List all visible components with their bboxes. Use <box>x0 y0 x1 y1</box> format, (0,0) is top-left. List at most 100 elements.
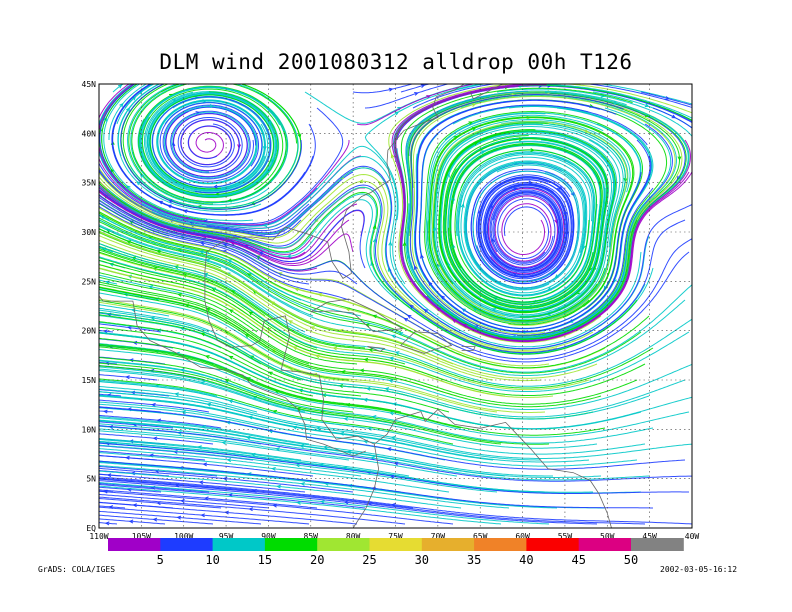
streamline-arrow <box>432 226 437 231</box>
streamline-arrow <box>209 104 215 108</box>
colorbar-label: 10 <box>205 553 219 567</box>
streamline-arrow <box>468 121 474 126</box>
streamline-arrow <box>389 356 394 361</box>
streamline-arrow <box>230 241 236 246</box>
streamline-arrow <box>158 200 163 205</box>
streamline-arrow <box>268 371 273 376</box>
streamline-arrow <box>471 127 477 131</box>
streamline-arrow <box>671 114 677 119</box>
streamline-arrow <box>388 241 393 246</box>
streamline-arrow <box>320 499 325 504</box>
lon-label: 65W <box>473 532 488 541</box>
streamline-arrow <box>436 306 441 312</box>
colorbar-label: 5 <box>157 553 164 567</box>
colorbar-label: 45 <box>571 553 585 567</box>
streamline-arrow <box>423 308 428 313</box>
streamline-arrow <box>174 392 179 397</box>
streamline-arrow <box>244 333 250 338</box>
streamline <box>412 84 692 109</box>
streamline <box>448 84 692 105</box>
colorbar-swatch <box>160 538 214 551</box>
streamline-arrow <box>402 241 407 247</box>
streamline-arrow <box>428 281 433 286</box>
streamline-arrow <box>315 426 321 431</box>
streamline-arrow <box>272 503 278 508</box>
streamline-arrow <box>126 185 131 190</box>
streamline-arrow <box>103 409 108 414</box>
streamline-arrow <box>391 502 396 507</box>
streamline-arrow <box>310 326 315 330</box>
streamline-arrow <box>530 148 535 153</box>
lon-label: 105W <box>132 532 151 541</box>
lon-label: 40W <box>685 532 700 541</box>
streamline-arrow <box>227 259 232 264</box>
lon-label: 60W <box>515 532 530 541</box>
colorbar-swatch <box>264 538 318 551</box>
streamline-arrow <box>203 272 208 277</box>
streamline-arrow <box>296 500 301 505</box>
streamline-arrow <box>409 304 414 309</box>
lon-label: 110W <box>89 532 108 541</box>
streamline-arrow <box>365 386 371 391</box>
streamline-arrow <box>300 481 305 486</box>
streamline-arrow <box>389 474 395 479</box>
lat-label: 45N <box>82 80 97 89</box>
coast-segment <box>400 331 453 354</box>
streamline-arrow <box>168 199 173 204</box>
streamline-arrow <box>406 314 412 319</box>
streamline-arrow <box>180 499 185 503</box>
streamline-arrow <box>176 515 182 520</box>
streamline-arrow <box>271 466 276 471</box>
lon-label: 85W <box>304 532 319 541</box>
streamline-arrow <box>288 320 293 324</box>
streamline-arrow <box>390 153 395 159</box>
streamline-arrow <box>212 184 218 189</box>
streamline-arrow <box>200 513 206 518</box>
streamline-arrow <box>460 203 465 208</box>
streamline-arrow <box>151 402 156 407</box>
streamline-arrow <box>371 415 377 419</box>
streamline-arrow <box>446 172 450 178</box>
streamline-arrow <box>250 452 256 457</box>
streamline-arrow <box>346 450 352 455</box>
coast-segment <box>204 271 380 528</box>
streamline-arrow <box>177 292 182 297</box>
streamline-arrow <box>148 285 153 289</box>
streamline-arrow <box>262 146 267 151</box>
streamline-arrow <box>513 187 518 192</box>
streamline-arrow <box>248 311 253 316</box>
streamline-arrow <box>367 501 373 506</box>
streamline-arrow <box>136 181 141 186</box>
streamline-arrow <box>339 431 345 436</box>
lat-label: 20N <box>82 327 97 336</box>
longitude-labels: 110W 105W 100W 95W 90W 85W 80W 75W 70W 65W 60W 55W 5… <box>89 532 699 541</box>
coast-segment <box>374 409 612 528</box>
lat-label: EQ <box>86 524 96 533</box>
coastline <box>99 84 612 528</box>
streamline-arrow <box>104 521 110 526</box>
streamline-arrow <box>406 254 411 260</box>
lat-label: 30N <box>82 228 97 237</box>
map-title: DLM wind 2001080312 alldrop 00h T126 <box>159 50 633 74</box>
lon-label: 95W <box>219 532 234 541</box>
streamline-arrow <box>228 355 234 360</box>
streamline-arrow <box>426 95 431 99</box>
streamline-arrow <box>554 274 559 279</box>
streamline-arrow <box>272 409 278 414</box>
streamline-arrow <box>340 369 346 374</box>
streamline-arrow <box>413 265 418 270</box>
streamline-arrow <box>391 334 396 339</box>
lat-label: 40N <box>82 129 97 138</box>
lon-label: 45W <box>642 532 657 541</box>
streamline-arrow <box>394 351 400 355</box>
streamline-arrow <box>317 292 323 297</box>
streamline-arrow <box>127 325 132 330</box>
streamline-arrow <box>152 436 158 441</box>
streamline-arrow <box>248 507 253 512</box>
streamline-arrow <box>343 416 349 421</box>
streamline-arrow <box>205 355 210 359</box>
colorbar-swatch <box>108 538 161 551</box>
coast-segment <box>310 298 404 333</box>
streamline-arrow <box>118 84 123 89</box>
